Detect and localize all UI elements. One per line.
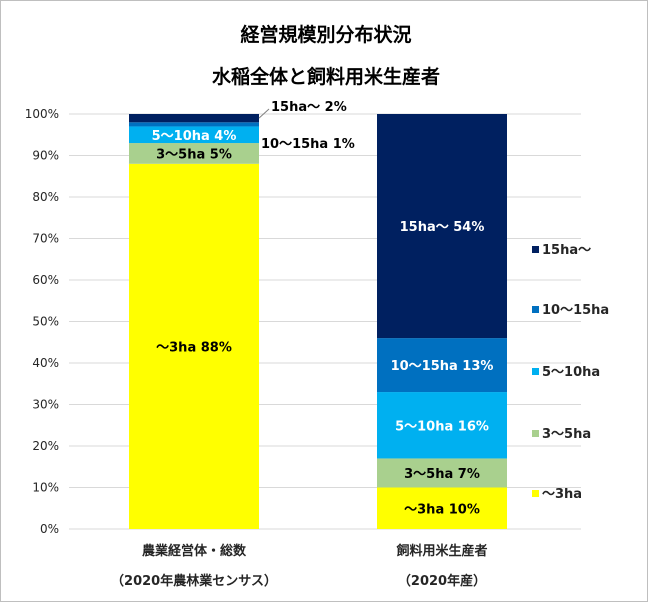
data-label: ～3ha 10% xyxy=(404,502,480,517)
bar-segment xyxy=(129,122,259,127)
y-tick-label: 40% xyxy=(32,356,59,370)
legend-swatch xyxy=(532,306,539,313)
bar-segment xyxy=(377,487,507,529)
y-tick-label: 100% xyxy=(25,107,59,121)
category-sublabel: （2020年農林業センサス） xyxy=(111,573,277,589)
legend-label: 15ha～ xyxy=(542,243,591,258)
data-label: 5～10ha 16% xyxy=(395,419,489,434)
legend-label: ～3ha xyxy=(542,487,582,502)
data-labels: ～3ha 88% 3～5ha 5% 5～10ha 4% 10～15ha 1% 15ha～… xyxy=(152,100,494,517)
legend-swatch xyxy=(532,490,539,497)
data-label: 15ha～ 2% xyxy=(271,100,347,115)
leader-line xyxy=(258,108,270,119)
category-label: 飼料用米生産者 xyxy=(395,543,487,559)
bar-segment xyxy=(129,143,259,164)
category-sublabel: （2020年産） xyxy=(398,573,486,589)
legend-swatch xyxy=(532,430,539,437)
y-tick-label: 10% xyxy=(32,481,59,495)
legend-swatch xyxy=(532,368,539,375)
y-tick-label: 20% xyxy=(32,439,59,453)
bar-segment xyxy=(377,114,507,339)
legend-swatch xyxy=(532,246,539,253)
chart-title: 経営規模別分布状況 xyxy=(240,23,411,46)
legend-label: 5～10ha xyxy=(542,365,600,380)
legend-label: 3～5ha xyxy=(542,427,591,442)
data-label: 10～15ha 13% xyxy=(391,359,494,374)
y-tick-label: 70% xyxy=(32,232,59,246)
legend-label: 10～15ha xyxy=(542,303,609,318)
chart-subtitle: 水稲全体と飼料用米生産者 xyxy=(212,65,440,88)
bar-segment xyxy=(129,126,259,144)
y-tick-label: 80% xyxy=(32,190,59,204)
category-labels: 農業経営体・総数 （2020年農林業センサス） 飼料用米生産者 （2020年産） xyxy=(111,543,487,589)
bar-segment xyxy=(377,338,507,393)
data-label: 5～10ha 4% xyxy=(152,129,237,144)
y-tick-label: 90% xyxy=(32,149,59,163)
y-tick-label: 30% xyxy=(32,398,59,412)
y-tick-label: 50% xyxy=(32,315,59,329)
bar-segment xyxy=(129,163,259,530)
legend: 15ha～ 10～15ha 5～10ha 3～5ha ～3ha xyxy=(532,243,609,502)
y-axis-ticks: 0% 10% 20% 30% 40% 50% 60% 70% 80% 90% 100% xyxy=(25,107,59,536)
category-label: 農業経営体・総数 xyxy=(142,543,247,559)
y-tick-label: 60% xyxy=(32,273,59,287)
data-label: 10～15ha 1% xyxy=(261,137,355,152)
data-label: 15ha～ 54% xyxy=(400,220,485,235)
data-label: 3～5ha 7% xyxy=(404,467,480,482)
bar-segment xyxy=(129,114,259,123)
data-label: ～3ha 88% xyxy=(156,340,232,355)
y-tick-label: 0% xyxy=(40,522,59,536)
data-label: 3～5ha 5% xyxy=(156,147,232,162)
bar-segment xyxy=(377,392,507,459)
bars xyxy=(129,114,507,530)
bar-segment xyxy=(377,458,507,488)
